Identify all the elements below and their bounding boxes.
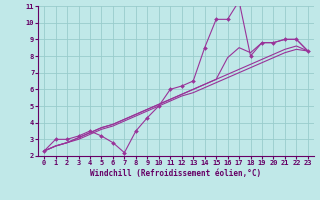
X-axis label: Windchill (Refroidissement éolien,°C): Windchill (Refroidissement éolien,°C) — [91, 169, 261, 178]
